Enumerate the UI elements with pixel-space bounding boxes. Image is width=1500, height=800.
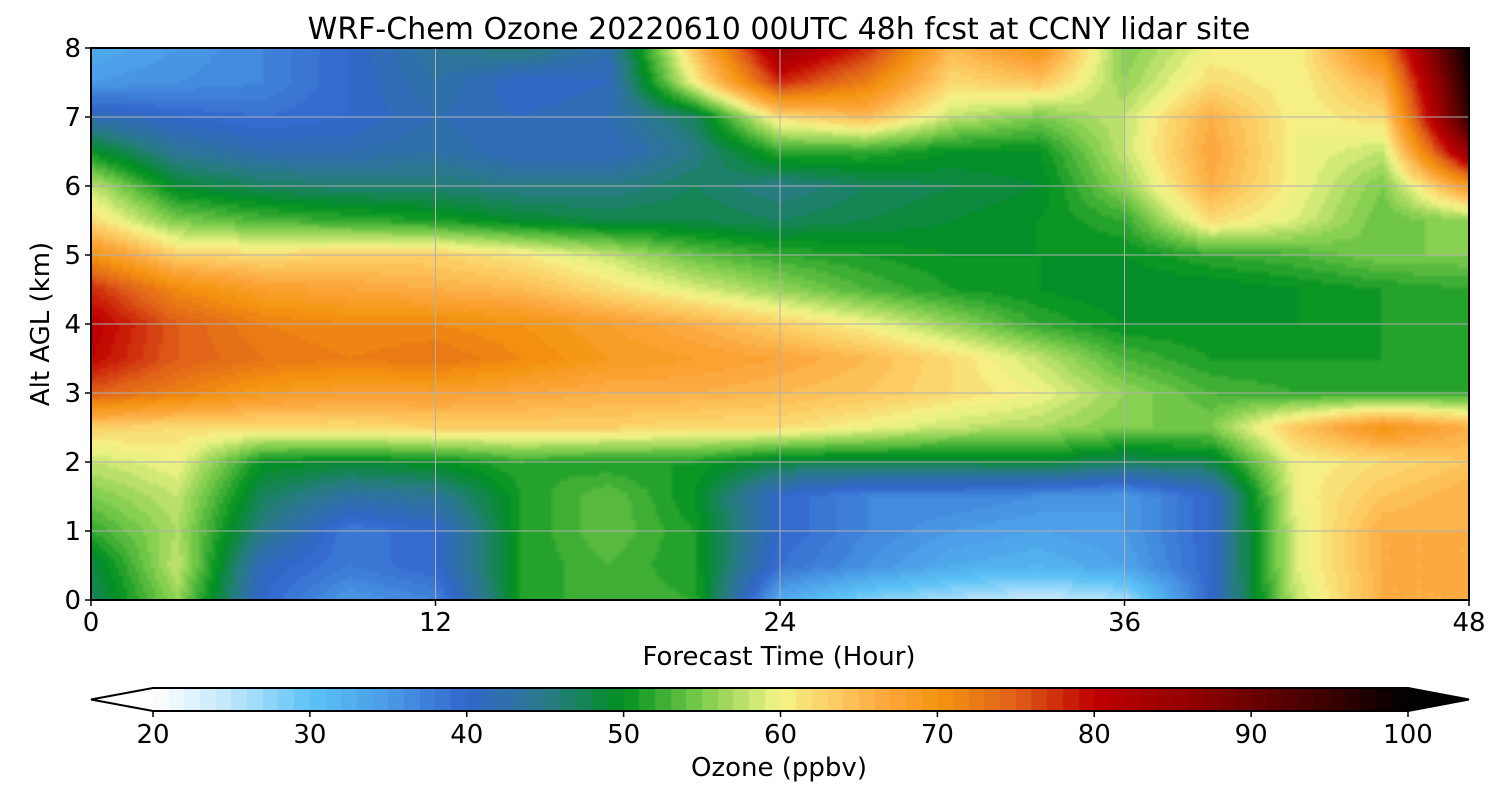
colorbar-tick-label: 60 [764, 720, 797, 750]
colorbar-label: Ozone (ppbv) [691, 753, 867, 783]
colorbar-tick-label: 30 [293, 720, 326, 750]
colorbar-tick-label: 20 [136, 720, 169, 750]
x-tick-label: 48 [1452, 608, 1485, 638]
x-tick-label: 36 [1108, 608, 1141, 638]
chart-title: WRF-Chem Ozone 20220610 00UTC 48h fcst a… [308, 12, 1251, 47]
y-tick-label: 1 [64, 517, 81, 547]
colorbar-ramp [91, 688, 1469, 711]
y-tick-label: 4 [64, 310, 81, 340]
colorbar-tick-label: 40 [450, 720, 483, 750]
colorbar-ticks: 20 30 40 50 60 70 80 90 100 [136, 711, 1433, 750]
y-tick-label: 3 [64, 379, 81, 409]
y-tick-label: 5 [64, 241, 81, 271]
x-tick-label: 12 [419, 608, 452, 638]
y-axis: 0 1 2 3 4 5 6 7 8 [64, 34, 91, 616]
colorbar-tick-label: 100 [1383, 720, 1433, 750]
y-tick-label: 2 [64, 448, 81, 478]
colorbar: 20 30 40 50 60 70 80 90 100 [90, 687, 1470, 750]
colorbar-tick-label: 90 [1235, 720, 1268, 750]
y-tick-label: 8 [64, 34, 81, 64]
colorbar-tick-label: 80 [1078, 720, 1111, 750]
x-axis: 0 12 24 36 48 [83, 600, 1486, 638]
y-tick-label: 6 [64, 172, 81, 202]
y-axis-label: Alt AGL (km) [26, 242, 56, 406]
x-tick-label: 24 [763, 608, 796, 638]
y-tick-label: 7 [64, 103, 81, 133]
colorbar-tick-label: 50 [607, 720, 640, 750]
x-tick-label: 0 [83, 608, 100, 638]
y-tick-label: 0 [64, 586, 81, 616]
x-axis-label: Forecast Time (Hour) [642, 642, 915, 672]
colorbar-tick-label: 70 [921, 720, 954, 750]
